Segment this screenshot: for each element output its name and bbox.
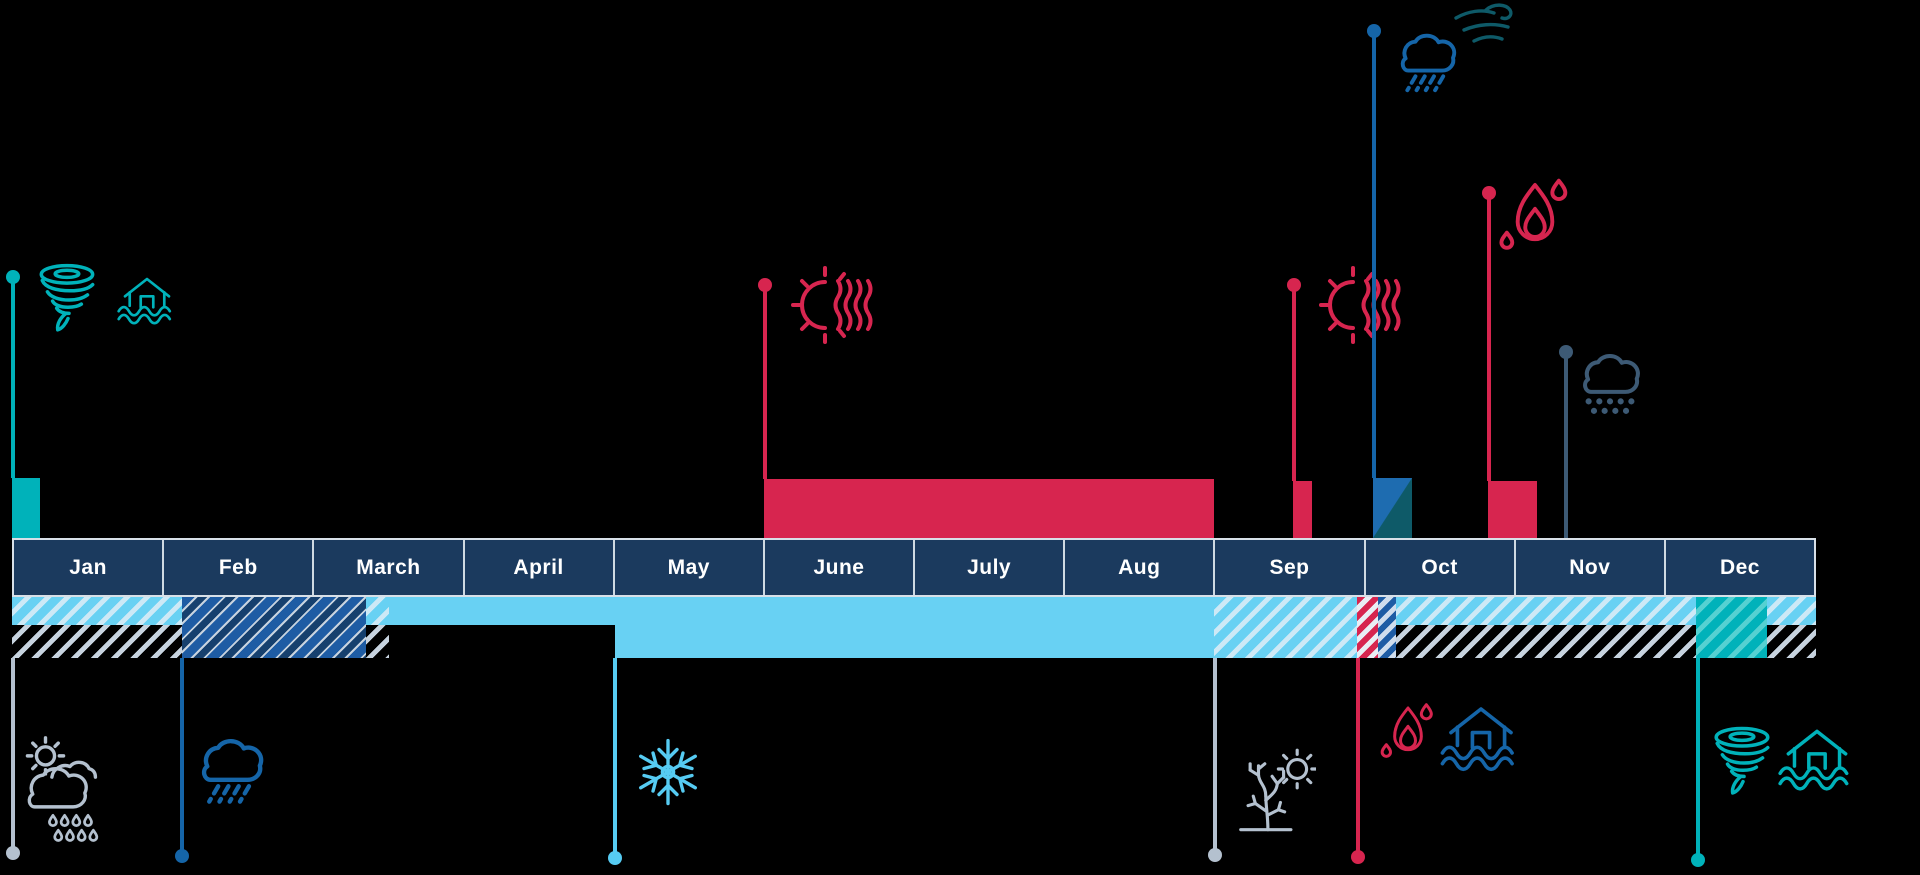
band-segment-teal-hatch: [1696, 597, 1767, 658]
band-segment-upper-sky-hatch: [1767, 597, 1816, 625]
band-segment-red-hatch: [1357, 597, 1378, 658]
heatwave-sep-line: [1292, 285, 1296, 481]
fire-oct-dot: [1482, 186, 1496, 200]
heatwave-icon: [1316, 264, 1412, 346]
hail-nov-line: [1564, 352, 1568, 538]
heatwave-icon: [788, 264, 884, 346]
month-cell-june: June: [764, 540, 914, 595]
month-label: May: [667, 555, 710, 579]
fire-flood-oct-dot: [1351, 850, 1365, 864]
band-segment-upper-sky-hatch: [366, 597, 389, 625]
band-segment-lower-white-hatch: [12, 625, 182, 658]
band-segment-sky-hatch: [1214, 597, 1357, 658]
month-label: Oct: [1421, 555, 1458, 579]
rain-wind-oct-bar: [1373, 478, 1412, 538]
storm-flood-jan-line: [11, 277, 15, 478]
band-segment-lower-white-hatch: [366, 625, 389, 658]
drought-sep-dot: [1208, 848, 1222, 862]
month-cell-jan: Jan: [14, 540, 163, 595]
flooded-house-icon: [1436, 700, 1526, 778]
month-cell-april: April: [464, 540, 613, 595]
rain-cloud-icon: [190, 726, 272, 808]
sun-rain-cloud-icon: [20, 736, 122, 848]
month-cell-july: July: [915, 540, 1064, 595]
hail-nov-dot: [1559, 345, 1573, 359]
fire-flood-oct-line: [1356, 658, 1360, 857]
fire-oct-bar: [1488, 481, 1537, 538]
band-segment-upper-sky-solid: [389, 597, 615, 625]
storm-flood-jan-dot: [6, 270, 20, 284]
month-label: Nov: [1569, 555, 1611, 579]
heatwave-summer-line: [763, 285, 767, 479]
heatwave-summer-dot: [758, 278, 772, 292]
rain-wind-oct-line: [1372, 31, 1376, 478]
month-label: Jan: [69, 555, 107, 579]
month-cell-dec: Dec: [1665, 540, 1815, 595]
heatwave-sep-dot: [1287, 278, 1301, 292]
band-segment-lower-white-hatch: [1396, 625, 1696, 658]
storm-flood-dec-dot: [1691, 853, 1705, 867]
flame-drops-icon: [1378, 698, 1438, 778]
band-segment-upper-sky-hatch: [12, 597, 182, 625]
tornado-icon: [1710, 724, 1776, 800]
month-cell-oct: Oct: [1365, 540, 1514, 595]
wind-icon: [1452, 0, 1516, 52]
flooded-house-icon: [1774, 722, 1860, 798]
month-cell-march: March: [314, 540, 463, 595]
tornado-icon: [35, 262, 101, 336]
fire-oct-line: [1487, 193, 1491, 481]
month-label: Feb: [218, 555, 258, 579]
band-segment-lower-white-hatch: [1767, 625, 1816, 658]
rain-wind-oct-dot: [1367, 24, 1381, 38]
band-segment-blue-hatch: [182, 597, 366, 658]
month-label: March: [356, 555, 421, 579]
heavy-rain-feb-line: [180, 658, 184, 856]
hail-cloud-icon: [1572, 342, 1648, 418]
band-segment-bluestripe-hatch: [1378, 597, 1396, 658]
month-cell-feb: Feb: [164, 540, 313, 595]
heatwave-sep-bar: [1293, 481, 1312, 538]
month-label: June: [813, 555, 865, 579]
sun-showers-jan-line: [11, 658, 15, 853]
month-cell-sep: Sep: [1215, 540, 1364, 595]
flame-drops-icon: [1496, 172, 1574, 276]
band-segment-sky-solid: [615, 597, 1214, 658]
month-label: July: [967, 555, 1012, 579]
snowflake-icon: [632, 736, 704, 808]
snow-may-line: [613, 658, 617, 858]
month-axis: Jan Feb March April May June July Aug Sep Oct Nov D…: [12, 538, 1816, 597]
sun-showers-jan-dot: [6, 846, 20, 860]
heatwave-summer-bar: [764, 479, 1214, 538]
month-label: Aug: [1118, 555, 1161, 579]
band-segment-upper-sky-hatch: [1396, 597, 1696, 625]
storm-flood-dec-line: [1696, 658, 1700, 860]
heavy-rain-feb-dot: [175, 849, 189, 863]
drought-sep-line: [1213, 658, 1217, 855]
snow-may-dot: [608, 851, 622, 865]
drought-tree-icon: [1224, 746, 1316, 838]
month-label: April: [513, 555, 564, 579]
month-cell-aug: Aug: [1065, 540, 1214, 595]
month-cell-nov: Nov: [1515, 540, 1664, 595]
flooded-house-icon: [114, 266, 180, 336]
storm-flood-jan-bar: [12, 478, 40, 538]
month-label: Sep: [1269, 555, 1310, 579]
month-cell-may: May: [614, 540, 763, 595]
month-label: Dec: [1719, 555, 1760, 579]
